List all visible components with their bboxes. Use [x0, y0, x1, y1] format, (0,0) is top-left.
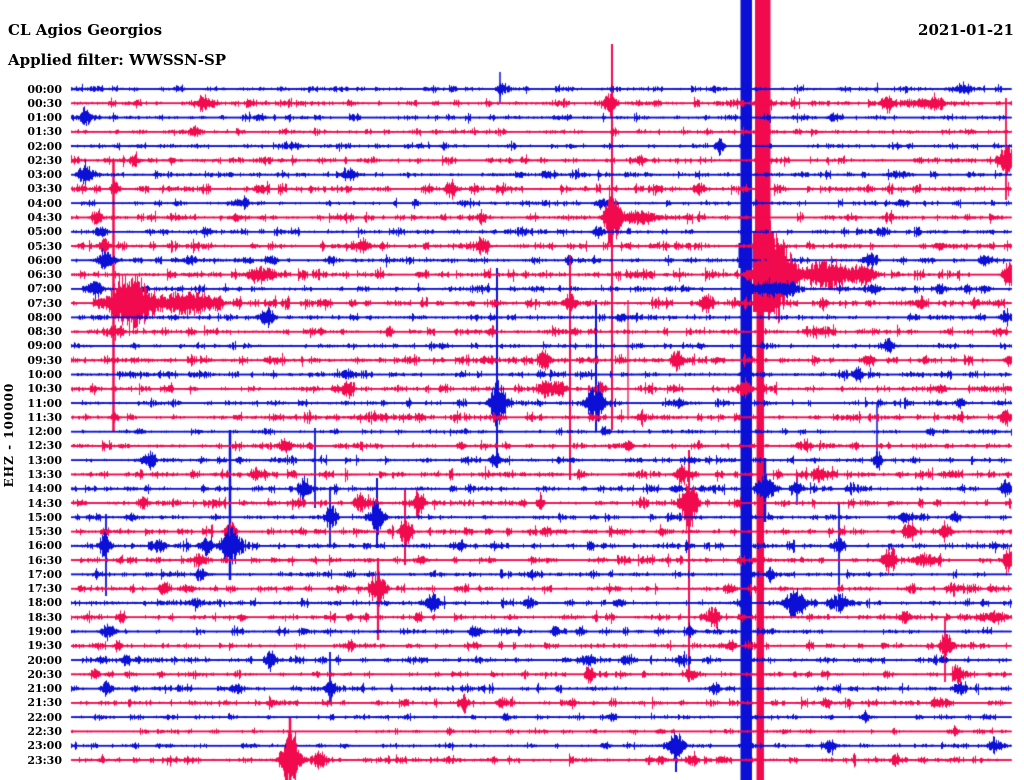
time-label: 16:30 [27, 553, 62, 567]
time-label: 21:30 [27, 696, 62, 710]
time-label: 12:30 [27, 439, 62, 453]
time-label: 18:30 [27, 610, 62, 624]
station-name: CL Agios Georgios [8, 21, 163, 39]
time-label: 01:30 [27, 125, 62, 139]
time-label: 19:30 [27, 639, 62, 653]
time-label: 02:30 [27, 153, 62, 167]
time-label: 22:30 [27, 724, 62, 738]
time-label: 04:30 [27, 210, 62, 224]
date-label: 2021-01-21 [918, 21, 1014, 39]
time-label: 07:30 [27, 296, 62, 310]
time-label: 14:00 [27, 482, 62, 496]
time-label: 09:30 [27, 353, 62, 367]
time-label: 04:00 [27, 196, 62, 210]
time-label: 08:30 [27, 325, 62, 339]
time-label: 11:00 [27, 396, 62, 410]
time-label: 02:00 [27, 139, 62, 153]
time-label: 16:00 [27, 539, 62, 553]
time-label: 15:00 [27, 510, 62, 524]
time-label: 09:00 [27, 339, 62, 353]
time-label: 00:00 [27, 82, 62, 96]
time-label: 11:30 [27, 410, 62, 424]
channel-scale-label: EHZ - 100000 [2, 382, 16, 488]
time-label: 23:00 [27, 739, 62, 753]
time-label: 10:00 [27, 368, 62, 382]
time-label: 08:00 [27, 310, 62, 324]
time-label: 13:30 [27, 467, 62, 481]
time-label: 21:00 [27, 682, 62, 696]
time-label: 05:00 [27, 225, 62, 239]
time-label: 06:30 [27, 268, 62, 282]
time-label: 01:00 [27, 111, 62, 125]
time-label: 10:30 [27, 382, 62, 396]
time-label: 06:00 [27, 253, 62, 267]
time-label: 23:30 [27, 753, 62, 767]
time-label: 20:00 [27, 653, 62, 667]
time-label: 05:30 [27, 239, 62, 253]
time-label: 15:30 [27, 525, 62, 539]
time-label: 03:00 [27, 168, 62, 182]
time-label: 14:30 [27, 496, 62, 510]
time-label: 17:00 [27, 567, 62, 581]
time-label: 22:00 [27, 710, 62, 724]
time-label: 17:30 [27, 582, 62, 596]
filter-label: Applied filter: WWSSN-SP [8, 51, 227, 69]
time-label: 18:00 [27, 596, 62, 610]
time-label: 13:00 [27, 453, 62, 467]
time-label: 00:30 [27, 96, 62, 110]
time-label: 12:00 [27, 425, 62, 439]
time-label: 07:00 [27, 282, 62, 296]
time-label: 03:30 [27, 182, 62, 196]
time-label: 20:30 [27, 667, 62, 681]
time-label: 19:00 [27, 625, 62, 638]
